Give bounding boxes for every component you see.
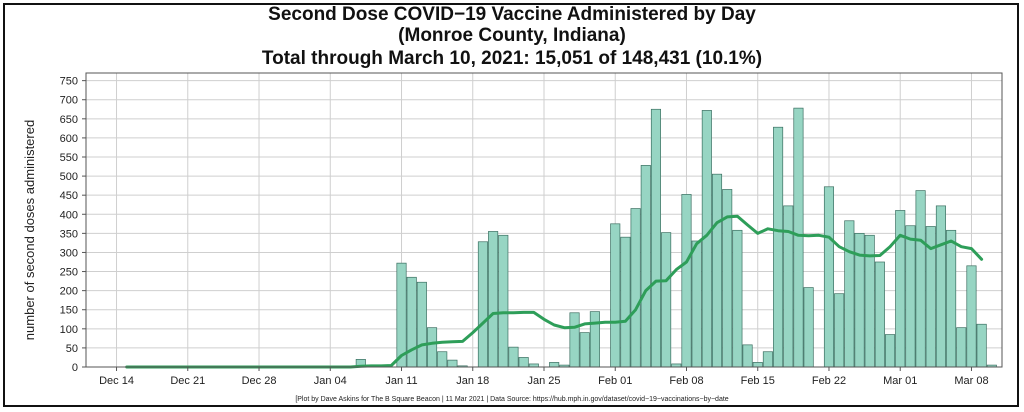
bar: [396, 262, 407, 368]
x-tick-label: Jan 18: [456, 375, 489, 387]
x-tick-label: Dec 14: [99, 375, 134, 387]
bar: [874, 261, 885, 368]
bar: [885, 334, 896, 368]
bar: [732, 229, 743, 368]
x-tick-label: Dec 21: [170, 375, 205, 387]
y-axis-label: number of second doses administered: [22, 120, 37, 340]
y-tick-label: 400: [60, 209, 78, 221]
bar: [640, 165, 651, 368]
y-tick-label: 600: [60, 133, 78, 145]
y-tick-label: 350: [60, 228, 78, 240]
x-tick-label: Feb 01: [598, 375, 632, 387]
y-tick-label: 100: [60, 324, 78, 336]
x-tick-label: Feb 22: [812, 375, 846, 387]
bar: [935, 205, 946, 368]
bar: [773, 126, 784, 368]
bar: [905, 225, 916, 368]
bar: [966, 265, 977, 368]
chart-title-line-1: Second Dose COVID−19 Vaccine Administere…: [268, 4, 756, 25]
y-tick-label: 550: [60, 152, 78, 164]
bar: [742, 344, 753, 368]
x-tick-label: Jan 04: [314, 375, 347, 387]
bar: [416, 281, 427, 368]
y-tick-label: 500: [60, 171, 78, 183]
y-axis: 0 50 100 150 200 250 300 350 400 450 500 550 600 650 7…: [60, 76, 86, 374]
bar: [518, 357, 529, 368]
x-tick-label: Jan 11: [385, 375, 417, 387]
x-tick-label: Feb 08: [669, 375, 703, 387]
bar: [620, 236, 631, 368]
x-tick-label: Mar 01: [883, 375, 917, 387]
bar: [793, 107, 804, 368]
bar: [823, 186, 835, 368]
bar: [661, 232, 672, 368]
x-tick-label: Jan 25: [527, 375, 560, 387]
data-source-caption: [Plot by Dave Askins for The B Square Be…: [295, 396, 728, 403]
x-tick-label: Mar 08: [954, 375, 988, 387]
y-tick-label: 300: [60, 247, 78, 259]
bar: [650, 108, 661, 368]
y-tick-label: 200: [60, 286, 78, 298]
bar: [508, 346, 519, 368]
bar: [691, 240, 702, 368]
bar: [946, 229, 957, 368]
y-tick-label: 150: [60, 305, 78, 317]
bar: [549, 362, 560, 368]
bar: [477, 241, 488, 368]
bar: [681, 194, 692, 368]
bar: [437, 351, 448, 368]
bar: [630, 208, 641, 368]
chart-title-line-2: (Monroe County, Indiana): [398, 25, 626, 46]
bar: [915, 190, 926, 368]
y-tick-label: 650: [60, 114, 78, 126]
bar: [589, 311, 600, 368]
bars: [355, 107, 997, 368]
bar: [762, 351, 773, 368]
bar: [976, 323, 987, 368]
y-tick-label: 250: [60, 267, 78, 279]
bar: [427, 327, 438, 368]
bar: [752, 362, 763, 368]
chart-title-line-3: Total through March 10, 2021: 15,051 of …: [261, 48, 763, 69]
bar: [844, 220, 855, 368]
bar: [498, 234, 509, 368]
bar: [834, 293, 845, 368]
y-tick-label: 0: [72, 362, 78, 374]
bar: [956, 327, 967, 368]
y-tick-label: 700: [60, 95, 78, 107]
y-tick-label: 450: [60, 190, 78, 202]
x-tick-label: Feb 15: [741, 375, 775, 387]
bar: [803, 287, 814, 368]
bar: [406, 276, 417, 368]
y-tick-label: 50: [66, 343, 78, 355]
x-axis: Dec 14 Dec 21 Dec 28 Jan 04 Jan 11 Jan 18 Jan …: [99, 367, 989, 387]
bar: [447, 359, 458, 368]
bar: [711, 173, 723, 368]
y-tick-label: 750: [60, 76, 78, 88]
bar: [488, 231, 499, 368]
bar: [579, 332, 590, 368]
bar: [610, 223, 621, 368]
bar: [569, 312, 580, 368]
x-tick-label: Dec 28: [242, 375, 277, 387]
